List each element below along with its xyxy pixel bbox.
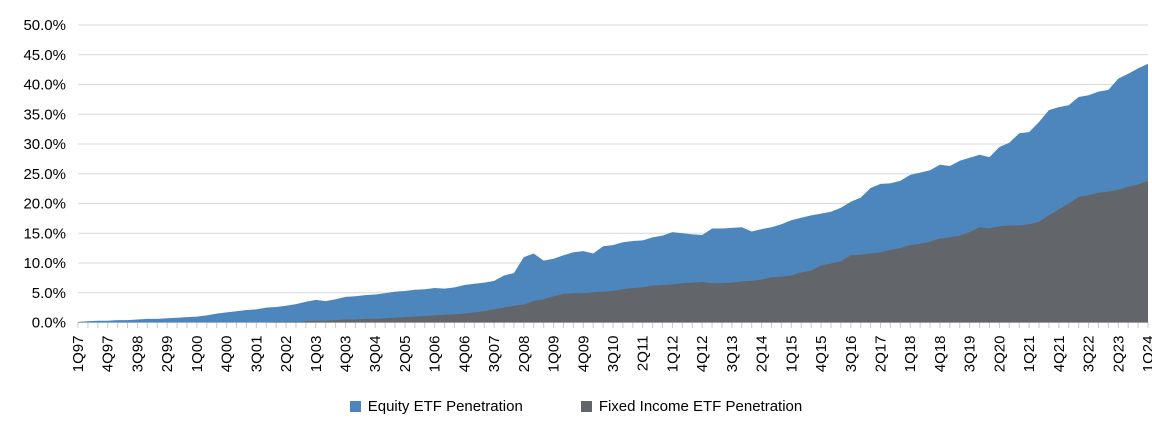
x-axis-tick-label: 4Q09 (575, 336, 592, 373)
x-axis-tick-label: 2Q05 (397, 336, 414, 373)
y-axis-tick-label: 10.0% (23, 255, 66, 272)
x-axis-tick-label: 4Q03 (338, 336, 355, 373)
x-axis-tick-label: 3Q13 (724, 336, 741, 373)
x-axis-tick-label: 4Q00 (219, 336, 236, 373)
x-axis-tick-label: 3Q10 (605, 336, 622, 373)
legend-swatch-equity-icon (349, 401, 361, 412)
x-axis-tick-label: 1Q15 (783, 336, 800, 373)
x-axis-tick-label: 2Q14 (754, 336, 771, 373)
x-axis-tick-label: 1Q12 (664, 336, 681, 373)
y-axis-tick-label: 20.0% (23, 196, 66, 213)
x-axis-tick-label: 4Q97 (100, 336, 117, 373)
y-axis-tick-label: 25.0% (23, 166, 66, 183)
x-axis-tick-label: 2Q20 (991, 336, 1008, 373)
x-axis-tick-label: 3Q07 (486, 335, 503, 372)
legend-item-equity: Equity ETF Penetration (349, 398, 523, 415)
y-axis-tick-label: 45.0% (23, 47, 66, 64)
x-axis-tick-label: 1Q97 (70, 336, 87, 373)
legend-label-equity: Equity ETF Penetration (367, 398, 523, 415)
legend-label-fixed-income: Fixed Income ETF Penetration (598, 398, 803, 415)
x-axis-tick-label: 1Q18 (902, 336, 919, 373)
chart-legend: Equity ETF Penetration Fixed Income ETF … (0, 398, 1152, 415)
x-axis-tick-label: 4Q06 (456, 336, 473, 373)
y-axis-tick-label: 50.0% (23, 17, 66, 34)
x-axis-tick-label: 2Q17 (873, 336, 890, 373)
x-axis-tick-label: 2Q23 (1110, 336, 1127, 373)
y-axis-tick-label: 40.0% (23, 77, 66, 94)
fixed-income-etf-penetration-area-series (78, 180, 1148, 323)
legend-swatch-fixed-income-icon (580, 401, 592, 412)
x-axis-tick-label: 3Q04 (367, 336, 384, 373)
x-axis-tick-label: 4Q18 (932, 336, 949, 373)
x-axis-tick-label: 3Q22 (1081, 336, 1098, 373)
y-axis-tick-label: 5.0% (32, 285, 66, 302)
x-axis-tick-label: 3Q01 (248, 336, 265, 373)
x-axis-tick-label: 4Q15 (813, 336, 830, 373)
y-axis-tick-label: 0.0% (32, 315, 66, 332)
x-axis-tick-label: 1Q06 (427, 336, 444, 373)
x-axis-tick-label: 4Q21 (1051, 336, 1068, 373)
x-axis-tick-label: 1Q21 (1021, 336, 1038, 373)
y-axis-tick-label: 15.0% (23, 225, 66, 242)
y-axis-tick-label: 30.0% (23, 136, 66, 153)
x-axis-tick-label: 2Q11 (635, 336, 652, 372)
x-axis-tick-label: 1Q00 (189, 336, 206, 373)
x-axis-tick-label: 2Q02 (278, 336, 295, 373)
x-axis-tick-label: 1Q03 (308, 336, 325, 373)
x-axis-tick-label: 3Q98 (129, 336, 146, 373)
y-axis-tick-label: 35.0% (23, 106, 66, 123)
x-axis-tick-label: 4Q12 (694, 336, 711, 373)
x-axis-tick-label: 3Q19 (962, 336, 979, 373)
x-axis-tick-label: 1Q09 (546, 336, 563, 373)
x-axis-tick-label: 1Q24 (1140, 336, 1152, 373)
x-axis-tick-label: 2Q08 (516, 336, 533, 373)
legend-item-fixed-income: Fixed Income ETF Penetration (580, 398, 803, 415)
x-axis-tick-label: 3Q16 (843, 336, 860, 373)
x-axis-tick-label: 2Q99 (159, 336, 176, 373)
